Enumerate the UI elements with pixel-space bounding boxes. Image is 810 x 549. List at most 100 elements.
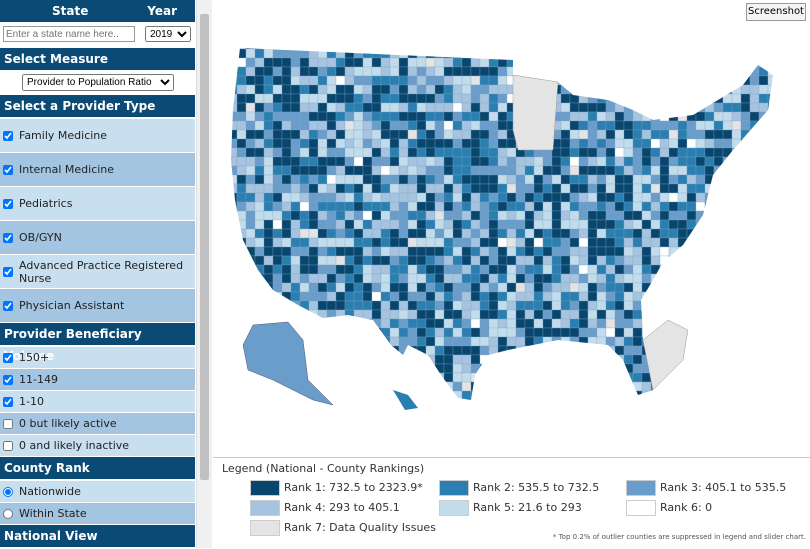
county[interactable] [578,165,589,176]
county[interactable] [299,84,310,95]
county[interactable] [524,165,535,176]
county[interactable] [228,75,238,86]
county[interactable] [686,138,697,149]
county[interactable] [713,183,724,194]
county[interactable] [434,381,445,392]
option-row[interactable]: Physician Assistant [0,289,195,322]
county[interactable] [228,120,238,131]
county[interactable] [767,102,777,113]
county[interactable] [398,201,409,212]
county[interactable] [632,264,643,275]
county[interactable] [290,291,301,302]
county[interactable] [371,363,382,374]
county[interactable] [380,345,391,356]
county[interactable] [398,192,409,203]
county[interactable] [335,318,346,329]
county[interactable] [587,363,598,374]
county[interactable] [452,381,463,392]
county[interactable] [236,192,247,203]
county[interactable] [317,291,328,302]
county[interactable] [551,237,562,248]
county[interactable] [542,264,553,275]
county[interactable] [362,129,373,140]
county[interactable] [407,111,418,122]
county[interactable] [632,210,643,221]
county[interactable] [425,381,436,392]
county[interactable] [731,102,742,113]
county[interactable] [722,300,733,311]
county[interactable] [650,75,661,86]
county[interactable] [614,237,625,248]
county[interactable] [668,183,679,194]
county[interactable] [543,409,552,418]
county[interactable] [479,138,490,149]
county[interactable] [524,57,535,68]
county[interactable] [461,210,472,221]
county[interactable] [578,291,589,302]
county[interactable] [326,183,337,194]
county[interactable] [758,381,769,392]
county[interactable] [506,345,517,356]
county[interactable] [677,102,688,113]
county[interactable] [569,273,580,284]
county[interactable] [371,165,382,176]
county[interactable] [326,300,337,311]
county[interactable] [254,282,265,293]
county[interactable] [506,381,517,392]
county[interactable] [272,219,283,230]
county[interactable] [317,192,328,203]
county[interactable] [569,192,580,203]
county[interactable] [758,183,769,194]
county[interactable] [308,327,319,338]
county[interactable] [398,66,409,77]
county[interactable] [722,327,733,338]
county[interactable] [236,399,247,409]
county[interactable] [650,174,661,185]
county[interactable] [236,147,247,158]
county[interactable] [254,201,265,212]
county[interactable] [686,57,697,68]
county[interactable] [371,102,382,113]
county[interactable] [767,138,777,149]
county[interactable] [452,345,463,356]
county[interactable] [344,183,355,194]
county[interactable] [686,84,697,95]
county[interactable] [587,138,598,149]
county[interactable] [497,246,508,257]
county[interactable] [398,174,409,185]
county[interactable] [686,219,697,230]
county[interactable] [533,57,544,68]
county[interactable] [362,309,373,320]
county[interactable] [245,48,256,59]
county[interactable] [623,363,634,374]
county[interactable] [614,219,625,230]
county[interactable] [749,372,760,383]
county[interactable] [407,336,418,347]
county[interactable] [281,75,292,86]
county[interactable] [614,102,625,113]
county[interactable] [623,129,634,140]
county[interactable] [488,75,499,86]
county[interactable] [731,246,742,257]
county[interactable] [650,219,661,230]
county[interactable] [326,210,337,221]
county[interactable] [767,75,777,86]
county[interactable] [587,210,598,221]
county[interactable] [623,282,634,293]
county[interactable] [461,57,472,68]
county[interactable] [254,57,265,68]
county[interactable] [533,40,544,50]
county[interactable] [713,399,724,409]
county[interactable] [228,147,238,158]
county[interactable] [740,255,751,266]
county[interactable] [308,228,319,239]
county[interactable] [344,363,355,374]
county[interactable] [497,138,508,149]
county[interactable] [443,93,454,104]
county[interactable] [308,111,319,122]
county[interactable] [353,129,364,140]
county[interactable] [443,399,454,409]
county[interactable] [587,192,598,203]
county[interactable] [488,273,499,284]
county[interactable] [560,219,571,230]
